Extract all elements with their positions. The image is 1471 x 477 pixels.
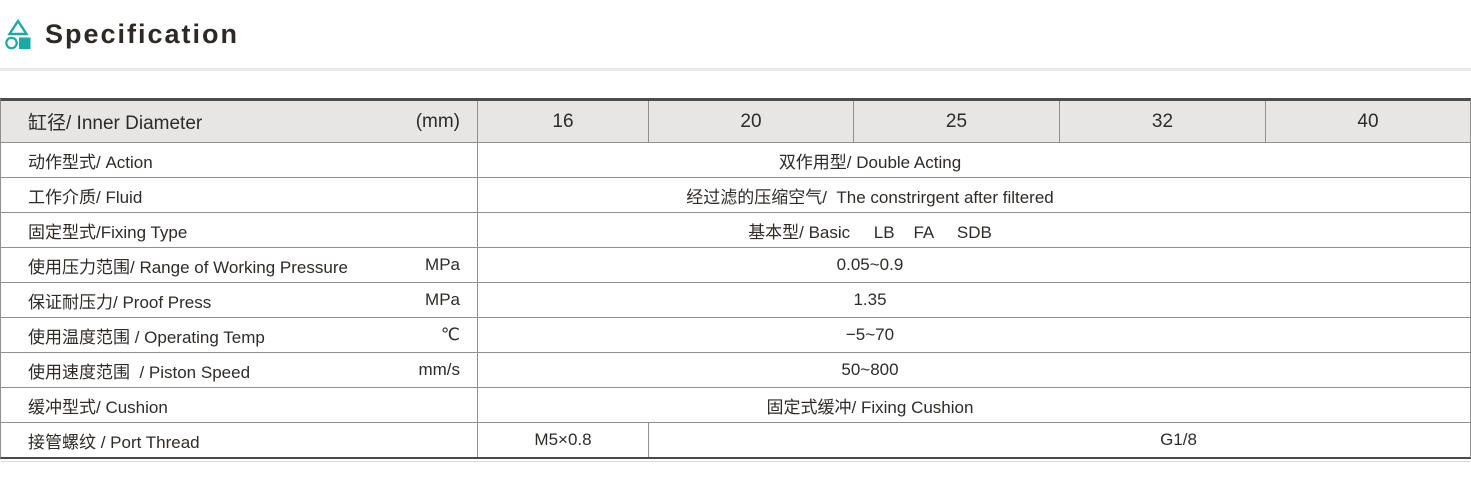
row-value: 0.05~0.9	[477, 248, 1470, 282]
header-label: 缸径/ Inner Diameter	[28, 113, 203, 134]
row-label: 使用温度范围 / Operating Temp	[28, 327, 265, 347]
row-label: 使用压力范围/ Range of Working Pressure	[28, 257, 348, 277]
row-value-dia16: M5×0.8	[477, 423, 648, 457]
row-unit: mm/s	[418, 360, 460, 379]
row-label: 使用速度范围 / Piston Speed	[28, 362, 251, 382]
row-label-cell: 缓冲型式/ Cushion	[1, 388, 477, 422]
shapes-logo-icon	[5, 18, 32, 51]
title-divider	[0, 68, 1471, 71]
row-value: 经过滤的压缩空气/ The constrirgent after filtere…	[477, 178, 1470, 212]
header-label-cell: 缸径/ Inner Diameter (mm)	[1, 101, 477, 142]
header-col-20: 20	[648, 101, 853, 142]
header-col-32: 32	[1059, 101, 1265, 142]
table-row-piston-speed: 使用速度范围 / Piston Speed mm/s 50~800	[1, 352, 1470, 387]
table-row-fluid: 工作介质/ Fluid 经过滤的压缩空气/ The constrirgent a…	[1, 177, 1470, 212]
table-row-proof-pressure: 保证耐压力/ Proof Press MPa 1.35	[1, 282, 1470, 317]
table-header-row: 缸径/ Inner Diameter (mm) 16 20 25 32 40	[1, 101, 1470, 142]
row-label: 工作介质/ Fluid	[28, 187, 143, 207]
table-row-working-pressure: 使用压力范围/ Range of Working Pressure MPa 0.…	[1, 247, 1470, 282]
header-col-40: 40	[1265, 101, 1470, 142]
row-label: 缓冲型式/ Cushion	[28, 397, 168, 417]
header-unit: (mm)	[415, 110, 460, 132]
header-col-16: 16	[477, 101, 648, 142]
row-unit: MPa	[425, 290, 460, 309]
row-label-cell: 工作介质/ Fluid	[1, 178, 477, 212]
row-label-cell: 使用温度范围 / Operating Temp ℃	[1, 318, 477, 352]
page-title: Specification	[45, 18, 240, 49]
table-row-action: 动作型式/ Action 双作用型/ Double Acting	[1, 142, 1470, 177]
row-label: 保证耐压力/ Proof Press	[28, 292, 212, 312]
section-title-bar: Specification	[0, 0, 1471, 68]
row-unit: ℃	[440, 325, 460, 344]
row-unit: MPa	[425, 255, 460, 274]
row-label-cell: 保证耐压力/ Proof Press MPa	[1, 283, 477, 317]
row-label-cell: 固定型式/Fixing Type	[1, 213, 477, 247]
specification-table: 缸径/ Inner Diameter (mm) 16 20 25 32 40 动…	[0, 98, 1471, 462]
row-value: 1.35	[477, 283, 1470, 317]
header-col-25: 25	[853, 101, 1059, 142]
row-value: 固定式缓冲/ Fixing Cushion	[477, 388, 1470, 422]
row-label-cell: 动作型式/ Action	[1, 143, 477, 177]
table-row-operating-temp: 使用温度范围 / Operating Temp ℃ −5~70	[1, 317, 1470, 352]
table-row-cushion: 缓冲型式/ Cushion 固定式缓冲/ Fixing Cushion	[1, 387, 1470, 422]
row-value-dia20-40: G1/8	[648, 423, 1470, 457]
row-label: 动作型式/ Action	[28, 152, 153, 172]
row-value: 基本型/ Basic LB FA SDB	[477, 213, 1470, 247]
table-row-port-thread: 接管螺纹 / Port Thread M5×0.8 G1/8	[1, 422, 1470, 457]
row-value: 50~800	[477, 353, 1470, 387]
row-label-cell: 使用速度范围 / Piston Speed mm/s	[1, 353, 477, 387]
table-row-fixing-type: 固定型式/Fixing Type 基本型/ Basic LB FA SDB	[1, 212, 1470, 247]
row-label-cell: 接管螺纹 / Port Thread	[1, 423, 477, 457]
row-label: 固定型式/Fixing Type	[28, 222, 188, 242]
row-label: 接管螺纹 / Port Thread	[28, 432, 200, 452]
row-label-cell: 使用压力范围/ Range of Working Pressure MPa	[1, 248, 477, 282]
row-value: 双作用型/ Double Acting	[477, 143, 1470, 177]
row-value: −5~70	[477, 318, 1470, 352]
